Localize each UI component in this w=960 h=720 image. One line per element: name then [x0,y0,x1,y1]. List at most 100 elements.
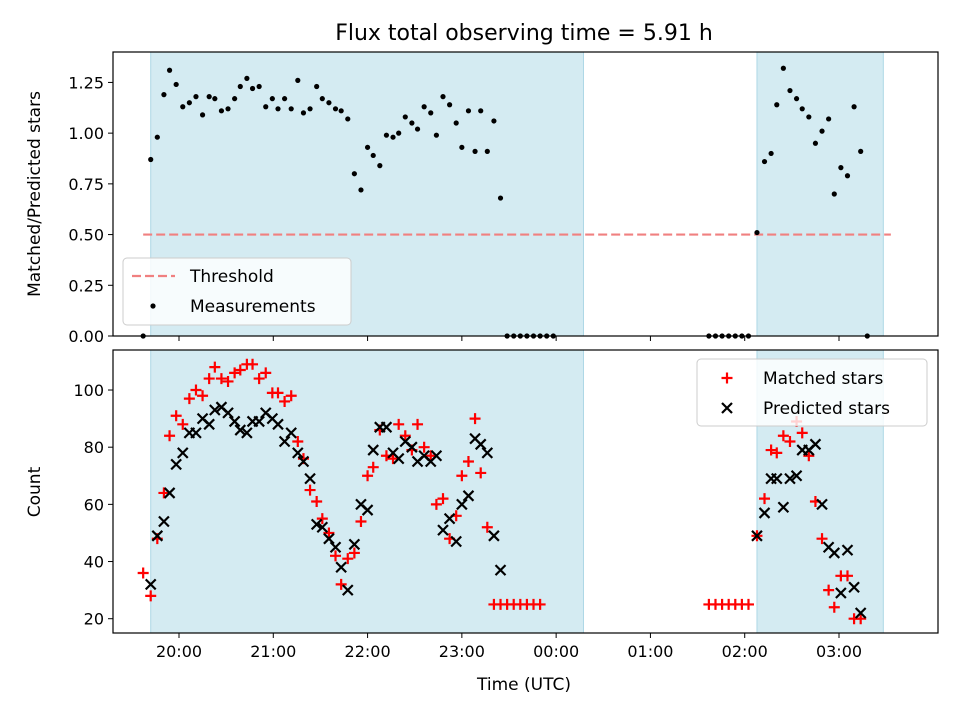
legend-box [696,358,928,427]
matched-star-point [425,450,437,462]
measurement-point [447,102,453,108]
matched-star-point [355,516,367,528]
measurement-point [780,65,786,71]
matched-star-point [342,553,354,565]
measurement-point [269,96,275,102]
measurement-point [819,128,825,134]
matched-star-point [469,413,481,425]
matched-star-point [475,467,487,479]
predicted-star-point [151,530,164,542]
predicted-star-point [176,447,189,459]
measurement-point [338,108,344,114]
measurement-point [351,171,357,177]
predicted-star-point [144,578,157,591]
measurement-point [453,120,459,126]
predicted-star-point [285,427,297,439]
measurement-point [295,77,301,83]
predicted-star-point [828,547,841,559]
measurement-point [478,108,484,114]
matched-star-point [362,470,374,482]
predicted-star-point [474,438,487,451]
measurement-point [154,134,160,140]
matched-star-point [260,367,272,379]
measurement-point [364,144,371,150]
predicted-star-point [310,518,323,531]
measurement-point [402,114,408,120]
matched-star-point [456,470,468,482]
measurement-point [148,156,154,163]
matched-star-point [828,601,840,613]
predicted-star-point [228,415,241,428]
x-tick-label: 20:00 [156,642,202,661]
predicted-star-point [348,538,361,551]
predicted-star-point [758,507,771,519]
matched-star-point [759,493,771,505]
predicted-star-point [367,444,380,456]
measurement-point [314,83,320,90]
measurement-point [754,229,760,236]
matched-star-point [330,550,342,562]
predicted-star-point [241,427,253,439]
chart-title: Flux total observing time = 5.91 h [335,21,713,46]
matched-star-point [222,375,234,387]
predicted-star-point [335,561,347,574]
y-tick-label: 20 [84,610,104,629]
measurement-point [793,96,800,102]
measurement-point [173,81,179,88]
y-tick-label: 0.25 [68,276,104,295]
predicted-star-point [481,447,494,459]
matched-star-point [430,498,442,510]
matched-star-point [316,513,328,525]
measurement-point [232,96,238,102]
measurement-point [199,112,206,118]
predicted-star-point [203,418,215,431]
measurement-point [844,173,851,179]
legend-measurements-label: Measurements [190,297,316,317]
predicted-star-point [361,504,374,516]
y-tick-label: 80 [84,438,104,457]
measurement-point [459,144,465,150]
measurement-point [428,110,434,116]
matched-star-point [215,373,227,385]
measurement-point [307,106,313,112]
measurement-point [319,96,325,102]
legend-measurements-swatch [150,303,156,309]
measurement-point [472,148,478,154]
y-tick-label: 100 [73,381,104,400]
measurement-point [491,118,497,124]
measurement-point [465,108,472,114]
predicted-star-point [323,532,335,545]
measurement-point [218,108,225,114]
measurement-point [440,94,446,100]
matched-star-point [190,384,202,396]
measurement-point [377,163,383,169]
measurement-point [396,130,402,136]
matched-star-point [158,487,170,499]
matched-star-point [399,430,411,442]
predicted-star-point [443,512,456,525]
measurement-point [244,75,250,81]
measurement-point [237,83,243,90]
matched-star-point [229,367,241,379]
measurement-point [212,96,218,102]
measurement-point [806,114,812,120]
predicted-star-point [488,530,500,542]
measurement-point [186,100,192,106]
predicted-star-point [494,564,507,576]
y-tick-label: 1.25 [68,73,104,92]
bottom-y-axis-label: Count [25,466,45,517]
legend-threshold-label: Threshold [189,267,274,287]
matched-star-point [765,444,777,456]
matched-star-point [145,590,157,602]
matched-star-point [803,450,815,462]
matched-star-point [742,598,754,610]
measurement-point [345,116,351,122]
matched-star-point [197,390,209,402]
y-tick-label: 1.00 [68,124,104,143]
matched-star-point [170,410,182,422]
measurement-point [484,148,490,154]
matched-star-point [164,430,176,442]
legend-matched-label: Matched stars [763,369,883,389]
measurement-point [300,110,307,116]
matched-star-point [418,441,430,453]
